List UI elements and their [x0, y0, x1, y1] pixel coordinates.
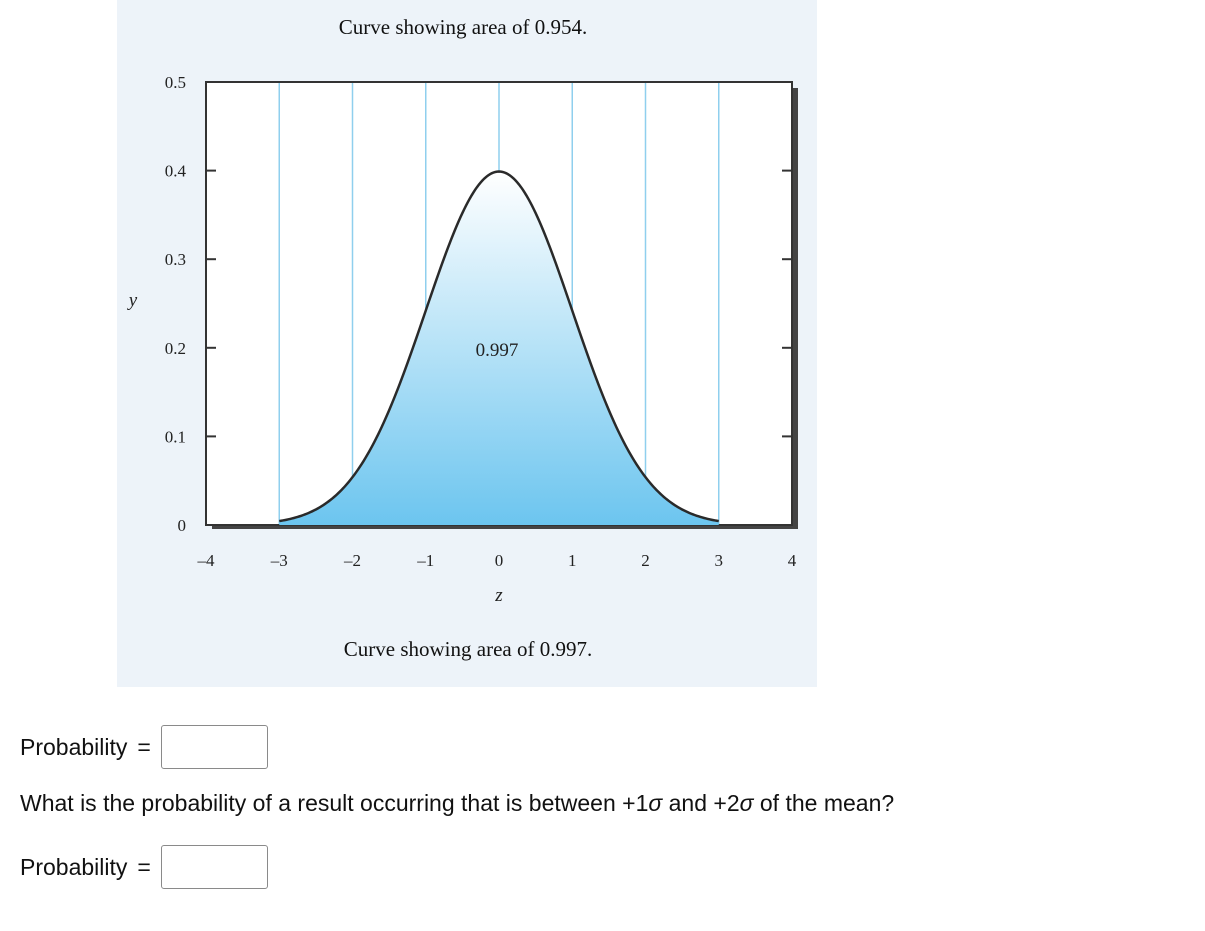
y-tick-label: 0.3: [165, 250, 186, 269]
x-tick-label: 1: [568, 551, 577, 570]
shaded-area: [279, 171, 719, 526]
y-tick-label: 0.1: [165, 427, 186, 446]
equals-sign: =: [137, 733, 151, 760]
answer-row-2: Probability =: [20, 845, 268, 889]
x-axis-label: z: [494, 585, 503, 606]
x-tick-label: –2: [343, 551, 361, 570]
chart-title: Curve showing area of 0.954.: [339, 15, 587, 39]
probability-input-1[interactable]: [160, 725, 268, 769]
x-tick-label: –3: [270, 551, 288, 570]
area-annotation: 0.997: [476, 340, 519, 361]
question-part-2: and +2: [662, 790, 740, 816]
probability-input-2[interactable]: [160, 845, 268, 889]
sigma-symbol: σ: [739, 790, 754, 816]
question-part-3: of the mean?: [753, 790, 895, 816]
y-tick-label: 0.4: [165, 162, 187, 181]
question-part-1: What is the probability of a result occu…: [20, 790, 649, 816]
y-tick-label: 0: [178, 516, 187, 535]
figure-panel: 0 0.1 0.2 0.3 0.4 0.5 –4 –3 –2 –1 0 1 2 3 4 z y 0.997 Curv…: [117, 0, 817, 687]
x-tick-label: 3: [715, 551, 724, 570]
question-text: What is the probability of a result occu…: [20, 790, 894, 817]
probability-label: Probability: [20, 733, 128, 760]
normal-curve-chart: 0 0.1 0.2 0.3 0.4 0.5 –4 –3 –2 –1 0 1 2 3 4 z y 0.997 Curv…: [127, 15, 798, 661]
answer-row-1: Probability =: [20, 725, 268, 769]
x-tick-label: –1: [416, 551, 434, 570]
equals-sign: =: [137, 853, 151, 880]
probability-label: Probability: [20, 853, 128, 880]
y-tick-label: 0.2: [165, 339, 186, 358]
normal-curve: [279, 170, 719, 523]
sigma-symbol: σ: [648, 790, 663, 816]
x-tick-label: 0: [495, 551, 504, 570]
y-axis-label: y: [127, 290, 138, 311]
chart-caption: Curve showing area of 0.997.: [344, 637, 592, 661]
y-tick-label: 0.5: [165, 73, 186, 92]
x-tick-label: –4: [197, 551, 216, 570]
x-tick-label: 4: [788, 551, 797, 570]
x-tick-label: 2: [641, 551, 650, 570]
